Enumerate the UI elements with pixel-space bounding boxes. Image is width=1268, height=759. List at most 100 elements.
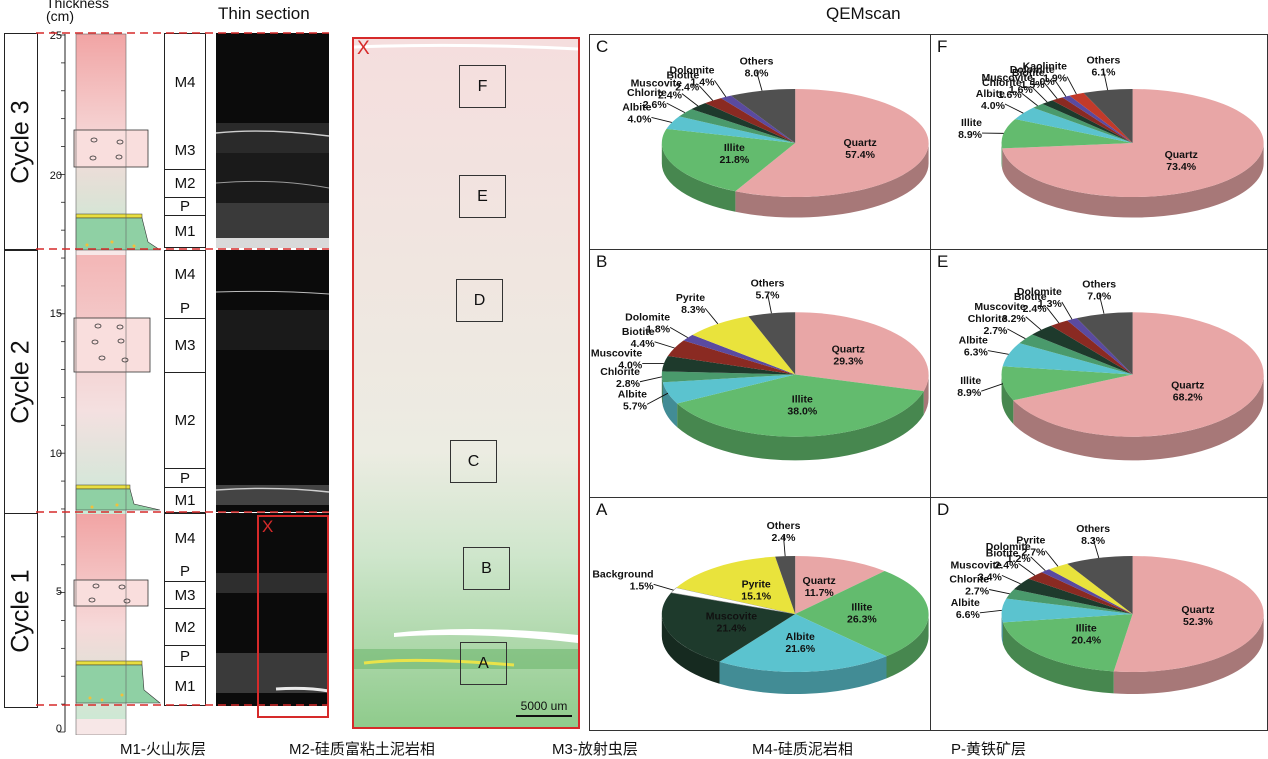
pie-label-illite: Illite bbox=[851, 602, 872, 614]
pie-label-biotite: Biotite bbox=[1014, 291, 1047, 303]
qemscan-x-marker: X bbox=[357, 38, 370, 59]
unit-label: M3 bbox=[174, 141, 196, 159]
pie-value-muscovite: 3.4% bbox=[978, 571, 1003, 583]
pie-label-pyrite: Pyrite bbox=[742, 578, 771, 590]
thin-section-texture bbox=[215, 123, 330, 248]
pie-side-albite bbox=[719, 656, 887, 695]
scale-bar: 5000 um bbox=[516, 699, 572, 717]
pie-slice-others bbox=[730, 89, 796, 143]
pie-label-albite: Albite bbox=[951, 597, 980, 609]
pie-label-kaolinite: Kaolinite bbox=[1023, 61, 1067, 73]
qemscan-box-D: D bbox=[456, 279, 503, 322]
unit-label: P bbox=[179, 563, 190, 580]
pie-value-chlorite: 2.7% bbox=[983, 325, 1008, 337]
leader-line bbox=[1054, 79, 1067, 97]
pie-value-quartz: 57.4% bbox=[845, 149, 875, 161]
pie-label-muscovite: Muscovite bbox=[981, 72, 1033, 84]
pie-value-chlorite: 1.6% bbox=[998, 89, 1023, 101]
pie-label-quartz: Quartz bbox=[843, 137, 876, 149]
pie-label-biotite: Biotite bbox=[986, 547, 1019, 559]
qemscan-box-E: E bbox=[459, 175, 506, 218]
pie-slice-quartz bbox=[735, 89, 929, 197]
pie-slice-illite bbox=[1001, 366, 1133, 401]
pie-value-others: 8.0% bbox=[745, 67, 770, 79]
panel-letter: B bbox=[596, 252, 608, 271]
unit-label: M1 bbox=[174, 677, 196, 695]
thin-section-x-marker: X bbox=[262, 517, 274, 536]
leader-line bbox=[1007, 328, 1026, 340]
pie-slice-biotite bbox=[667, 340, 796, 375]
pie-value-biotite: 4.4% bbox=[631, 338, 656, 350]
panel-letter: A bbox=[596, 500, 608, 519]
pie-slice-others bbox=[775, 556, 796, 614]
pie-label-muscovite: Muscovite bbox=[591, 347, 643, 359]
thickness-scale: 25 20 15 10 5 0 bbox=[36, 30, 66, 735]
unit-c3-m2: M2 bbox=[164, 170, 206, 198]
pie-slice-pyrite bbox=[676, 556, 796, 614]
pie-value-muscovite: 2.4% bbox=[658, 90, 683, 102]
unit-c3-m3: M3 bbox=[164, 131, 206, 170]
cycle-boundaries bbox=[36, 32, 329, 706]
pie-slice-muscovite bbox=[691, 103, 796, 143]
pie-label-others: Others bbox=[1082, 278, 1116, 290]
pie-label-dolomite: Dolomite bbox=[1017, 286, 1062, 298]
unit-c2-p2: P bbox=[164, 469, 206, 488]
pie-label-biotite: Biotite bbox=[622, 326, 655, 338]
pie-slice-others bbox=[1067, 556, 1133, 614]
leader-line bbox=[783, 536, 786, 557]
pie-slice-chlorite bbox=[679, 109, 796, 143]
pie-slice-kaolinite bbox=[1069, 92, 1133, 143]
leader-line bbox=[669, 326, 689, 338]
pie-slice-muscovite bbox=[661, 592, 796, 662]
pie-label-quartz: Quartz bbox=[832, 344, 865, 356]
pie-value-quartz: 73.4% bbox=[1166, 161, 1196, 173]
pie-value-biotite: 2.4% bbox=[675, 82, 700, 94]
leader-line bbox=[1092, 538, 1100, 559]
pie-label-chlorite: Chlorite bbox=[949, 573, 989, 585]
unit-label: P bbox=[179, 198, 190, 215]
pie-slice-quartz bbox=[795, 312, 929, 392]
pie-slice-albite bbox=[662, 374, 796, 404]
pie-slice-biotite bbox=[1050, 320, 1133, 375]
unit-label: M1 bbox=[174, 223, 196, 240]
pie-value-biotite: 1.5% bbox=[1021, 79, 1046, 91]
pie-value-pyrite: 2.7% bbox=[1021, 547, 1046, 559]
leader-line bbox=[989, 589, 1010, 595]
pie-value-others: 8.3% bbox=[1081, 535, 1106, 547]
pie-label-chlorite: Chlorite bbox=[627, 87, 667, 99]
leader-line bbox=[646, 392, 669, 405]
pie-label-chlorite: Chlorite bbox=[600, 366, 640, 378]
panel-D: D Quartz 52.3% Illite 20.4% Albite 6.6% Chlori… bbox=[930, 497, 1268, 731]
qemscan-box-A: A bbox=[460, 642, 507, 685]
pie-label-muscovite: Muscovite bbox=[951, 559, 1003, 571]
unit-label: M4 bbox=[174, 74, 196, 91]
cycle-1-box: Cycle 1 bbox=[4, 513, 38, 708]
pie-value-illite: 21.8% bbox=[719, 154, 749, 166]
pie-chart-E: Quartz68.2%Illite8.9%Albite6.3%Chlorite2… bbox=[957, 278, 1264, 461]
pie-slice-biotite bbox=[1052, 97, 1133, 143]
pie-label-quartz: Quartz bbox=[803, 575, 836, 587]
legend-m4: M4-硅质泥岩相 bbox=[752, 741, 853, 758]
pie-label-albite: Albite bbox=[976, 88, 1005, 100]
panel-letter: C bbox=[596, 37, 609, 56]
pie-label-dolomite: Dolomite bbox=[986, 541, 1031, 553]
leader-line bbox=[1021, 92, 1038, 107]
pie-value-illite: 8.9% bbox=[958, 129, 983, 141]
pie-slice-muscovite bbox=[1032, 325, 1133, 375]
pie-label-chlorite: Chlorite bbox=[982, 77, 1022, 89]
leader-line bbox=[1030, 556, 1046, 572]
unit-c2-m3: M3 bbox=[164, 319, 206, 373]
leader-line bbox=[1046, 306, 1060, 324]
pie-label-chlorite: Chlorite bbox=[968, 313, 1008, 325]
unit-c1-p2: P bbox=[164, 646, 206, 667]
qemscan-box-C: C bbox=[450, 440, 497, 483]
pie-label-pyrite: Pyrite bbox=[676, 292, 705, 304]
pie-slice-illite bbox=[1002, 614, 1133, 672]
pie-label-illite: Illite bbox=[960, 375, 981, 387]
box-label: D bbox=[473, 291, 486, 309]
unit-label: M2 bbox=[174, 412, 196, 429]
pie-value-biotite: 2.4% bbox=[1023, 303, 1048, 315]
pie-label-quartz: Quartz bbox=[1165, 149, 1198, 161]
